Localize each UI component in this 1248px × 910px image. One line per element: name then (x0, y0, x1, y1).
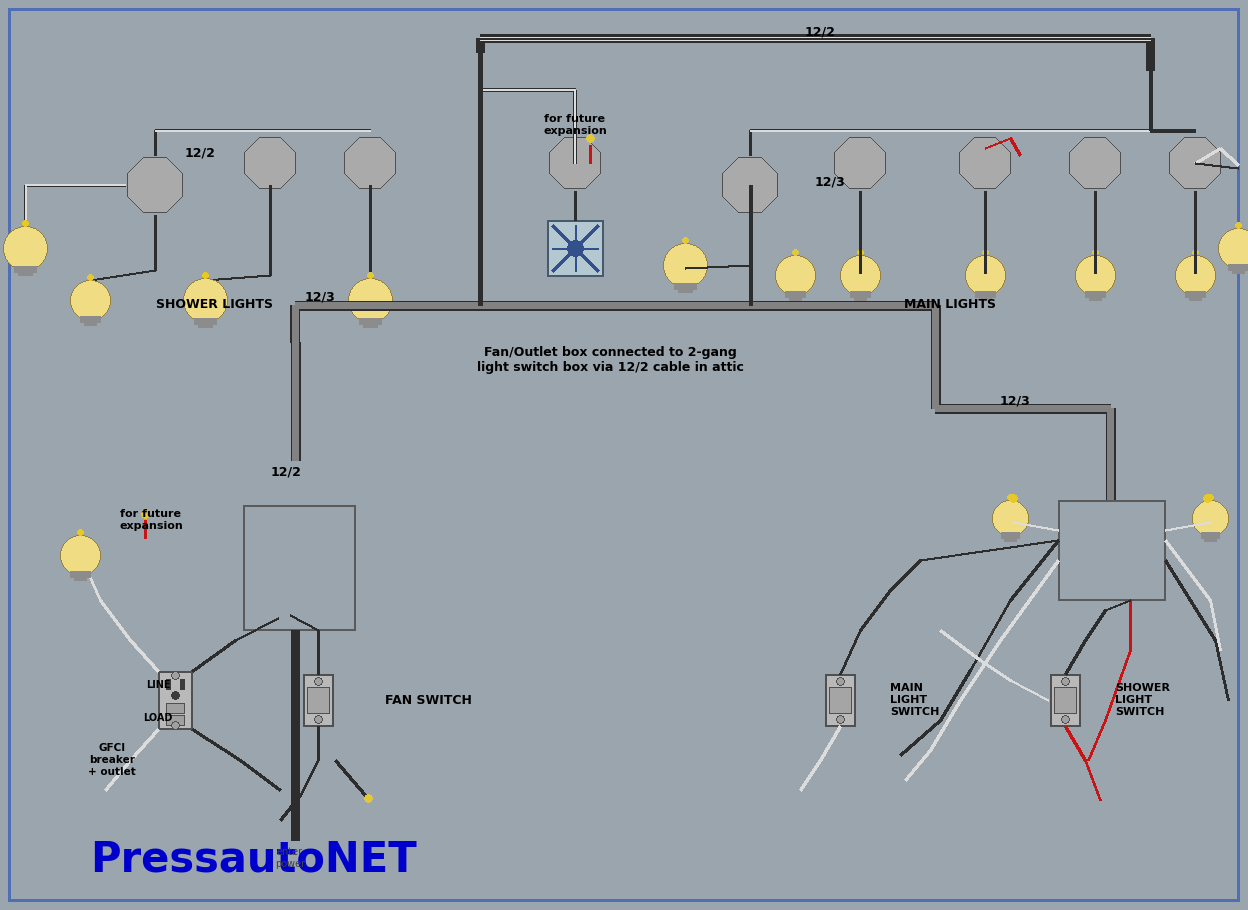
Text: 12/3: 12/3 (1000, 395, 1031, 408)
Text: MAIN LIGHTS: MAIN LIGHTS (904, 298, 996, 311)
Text: 12/2: 12/2 (185, 147, 216, 159)
Text: SHOWER LIGHTS: SHOWER LIGHTS (156, 298, 273, 311)
Text: SHOWER
LIGHT
SWITCH: SHOWER LIGHT SWITCH (1114, 683, 1171, 716)
Text: enter
power: enter power (275, 847, 305, 869)
Text: PressautoNET: PressautoNET (90, 839, 417, 881)
Text: LINE: LINE (146, 680, 170, 690)
Text: 12/3: 12/3 (305, 290, 336, 304)
Text: 12/2: 12/2 (805, 25, 835, 38)
Text: 12/3: 12/3 (815, 176, 845, 188)
Text: LOAD: LOAD (144, 713, 172, 723)
Text: Fan/Outlet box connected to 2-gang
light switch box via 12/2 cable in attic: Fan/Outlet box connected to 2-gang light… (477, 346, 744, 374)
Text: for future
expansion: for future expansion (120, 510, 183, 531)
Text: GFCI
breaker
+ outlet: GFCI breaker + outlet (89, 743, 136, 776)
Text: 12/2: 12/2 (271, 466, 302, 479)
Text: for future
expansion: for future expansion (543, 114, 607, 136)
Text: FAN SWITCH: FAN SWITCH (384, 693, 472, 706)
Text: MAIN
LIGHT
SWITCH: MAIN LIGHT SWITCH (890, 683, 940, 716)
